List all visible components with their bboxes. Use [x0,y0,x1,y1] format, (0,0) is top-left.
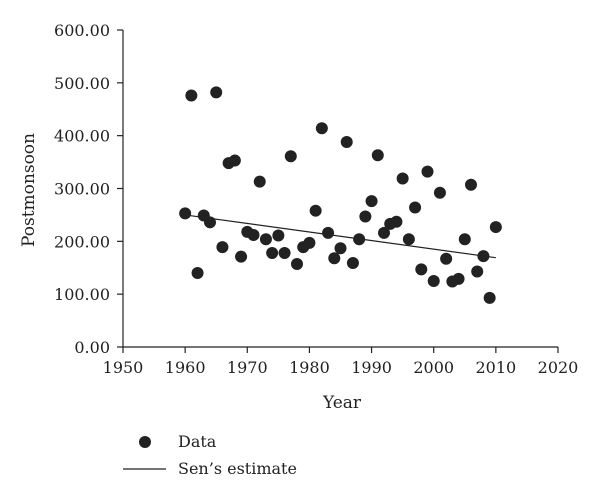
data-point [328,252,341,265]
data-point [204,216,216,229]
data-point [452,272,465,285]
data-point [458,233,471,246]
x-tick-label: 1970 [227,358,268,377]
data-point [266,246,279,259]
data-point [284,150,297,163]
data-point [179,207,192,220]
x-tick-label: 1990 [351,358,392,377]
data-point [315,122,328,135]
y-tick-label: 300.00 [54,180,110,199]
y-tick-label: 100.00 [54,285,110,304]
y-tick-label: 400.00 [54,127,110,146]
y-tick-label: 600.00 [54,21,110,40]
data-point [471,265,484,278]
x-tick-label: 2000 [413,358,454,377]
data-point [247,228,260,241]
data-point [228,154,241,167]
trend-layer [185,214,496,259]
data-point [353,233,366,246]
data-point [396,172,409,185]
data-point [415,263,428,276]
x-tick-label: 1980 [289,358,330,377]
data-point [253,175,266,188]
data-point [477,250,490,263]
x-tick-label: 2020 [538,358,579,377]
y-tick-label: 500.00 [54,74,110,93]
x-tick-label: 1950 [103,358,144,377]
data-point [340,136,353,149]
x-ticks: 1950 1960 1970 1980 1990 2000 2010 2020 [103,347,579,377]
data-point [402,233,415,246]
x-axis-title: Year [322,393,362,413]
data-point [272,229,285,242]
data-point [334,242,347,255]
data-point [309,204,322,217]
data-point [378,226,390,239]
data-point [278,246,291,259]
data-point [359,210,372,223]
data-point [433,186,446,199]
data-point [409,201,422,214]
data-point [421,165,434,178]
legend-data-marker [139,436,151,448]
x-tick-label: 1960 [165,358,206,377]
legend-data-label: Data [178,432,217,451]
y-tick-label: 200.00 [54,232,110,251]
legend-sens-estimate-label: Sen’s estimate [178,459,297,478]
data-point [291,258,303,271]
data-point [365,195,378,208]
data-point [427,274,440,287]
data-point [465,178,477,191]
data-point [371,149,384,162]
data-point [191,267,204,280]
data-point [216,241,229,254]
data-point [235,250,248,263]
y-ticks: 0.00 100.00 200.00 300.00 400.00 500.00 600.00 [54,21,123,357]
data-point [390,215,403,228]
data-point [185,89,198,102]
x-tick-label: 2010 [475,358,516,377]
y-tick-label: 0.00 [74,338,110,357]
points-layer [179,86,502,304]
data-point [210,86,223,99]
data-point [489,221,502,234]
data-point [346,256,359,269]
y-axis-title: Postmonsoon [19,133,39,247]
data-point [303,236,316,249]
data-point [440,252,453,265]
data-point [259,233,272,246]
legend: Data Sen’s estimate [123,432,297,478]
data-point [322,226,335,239]
sens-estimate-line [185,214,496,259]
data-point [483,291,496,304]
